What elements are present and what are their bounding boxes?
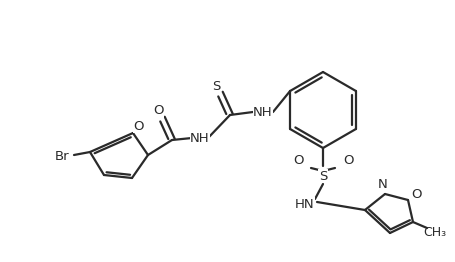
Text: S: S xyxy=(212,79,220,92)
Text: NH: NH xyxy=(253,106,273,118)
Text: O: O xyxy=(134,119,144,133)
Text: HN: HN xyxy=(295,198,315,210)
Text: O: O xyxy=(153,105,163,117)
Text: O: O xyxy=(293,154,303,166)
Text: O: O xyxy=(412,188,422,200)
Text: CH₃: CH₃ xyxy=(424,226,446,238)
Text: Br: Br xyxy=(55,150,69,163)
Text: S: S xyxy=(319,170,327,183)
Text: NH: NH xyxy=(190,132,210,145)
Text: N: N xyxy=(378,178,388,192)
Text: O: O xyxy=(343,154,353,166)
